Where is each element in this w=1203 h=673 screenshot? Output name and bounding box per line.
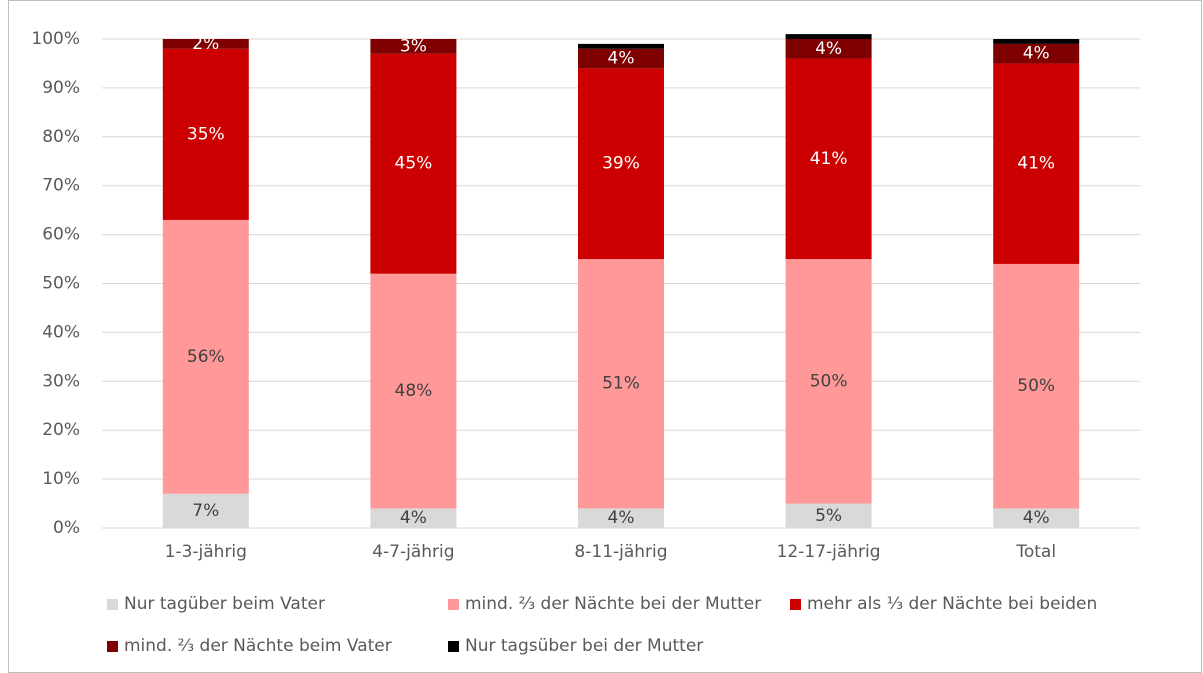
legend-label: mehr als ⅓ der Nächte bei beiden bbox=[807, 594, 1097, 614]
bar-segment bbox=[993, 43, 1080, 64]
data-label: 50% bbox=[810, 371, 848, 391]
data-label: 4% bbox=[1023, 508, 1050, 528]
data-label: 4% bbox=[608, 49, 635, 69]
bar-segment bbox=[785, 503, 872, 528]
bar-segment bbox=[162, 219, 249, 494]
y-tick-label: 60% bbox=[42, 225, 80, 245]
x-tick-label: 8-11-jährig bbox=[574, 542, 667, 562]
bar-segment bbox=[785, 259, 872, 504]
data-label: 45% bbox=[395, 154, 433, 174]
bar-segment bbox=[162, 48, 249, 220]
y-tick-label: 10% bbox=[42, 469, 80, 489]
y-tick-label: 80% bbox=[42, 127, 80, 147]
bar-segment bbox=[370, 508, 457, 528]
data-label: 4% bbox=[1023, 44, 1050, 64]
bar-segment bbox=[578, 68, 664, 260]
bar-segment bbox=[578, 43, 664, 49]
y-tick-label: 70% bbox=[42, 176, 80, 196]
legend-swatch bbox=[107, 599, 118, 610]
legend-swatch bbox=[790, 599, 801, 610]
y-tick-label: 30% bbox=[42, 371, 80, 391]
bar-segment bbox=[785, 58, 872, 260]
bar-segment bbox=[785, 34, 872, 39]
bar-segment bbox=[785, 39, 872, 59]
bar-segment bbox=[993, 508, 1080, 528]
bar-segment bbox=[578, 259, 664, 509]
data-label: 7% bbox=[192, 501, 219, 521]
legend-swatch bbox=[107, 641, 118, 652]
y-tick-label: 90% bbox=[42, 78, 80, 98]
data-label: 56% bbox=[187, 347, 225, 367]
legend-label: mind. ⅔ der Nächte beim Vater bbox=[124, 636, 392, 656]
data-label: 39% bbox=[602, 154, 640, 174]
bar-segment bbox=[162, 39, 249, 49]
x-tick-label: Total bbox=[1015, 542, 1056, 562]
y-tick-label: 50% bbox=[42, 274, 80, 294]
bar-segment bbox=[370, 39, 457, 54]
y-tick-label: 100% bbox=[31, 29, 80, 49]
data-label: 35% bbox=[187, 124, 225, 144]
data-label: 4% bbox=[815, 39, 842, 59]
bar-segment bbox=[993, 63, 1080, 264]
legend-label: Nur tagüber beim Vater bbox=[124, 594, 325, 614]
y-tick-label: 20% bbox=[42, 420, 80, 440]
data-label: 4% bbox=[400, 508, 427, 528]
data-label: 3% bbox=[400, 36, 427, 56]
legend-label: Nur tagsüber bei der Mutter bbox=[465, 636, 703, 656]
data-label: 51% bbox=[602, 374, 640, 394]
legend-swatch bbox=[448, 641, 459, 652]
bar-segment bbox=[993, 39, 1080, 44]
data-label: 41% bbox=[810, 149, 848, 169]
data-label: 41% bbox=[1017, 154, 1055, 174]
bar-segment bbox=[578, 48, 664, 69]
bar-segment bbox=[370, 273, 457, 509]
y-tick-label: 0% bbox=[53, 518, 80, 538]
legend-swatch bbox=[448, 599, 459, 610]
bar-segment bbox=[162, 493, 249, 528]
bar-segment bbox=[993, 263, 1080, 509]
y-tick-label: 40% bbox=[42, 322, 80, 342]
data-label: 48% bbox=[395, 381, 433, 401]
bar-segment bbox=[578, 508, 664, 528]
bar-segment bbox=[370, 53, 457, 274]
data-label: 4% bbox=[608, 508, 635, 528]
x-tick-label: 1-3-jährig bbox=[165, 542, 247, 562]
data-label: 2% bbox=[192, 34, 219, 54]
x-tick-label: 12-17-jährig bbox=[777, 542, 881, 562]
legend-label: mind. ⅔ der Nächte bei der Mutter bbox=[465, 594, 761, 614]
data-label: 5% bbox=[815, 506, 842, 526]
data-label: 50% bbox=[1017, 376, 1055, 396]
x-tick-label: 4-7-jährig bbox=[372, 542, 454, 562]
